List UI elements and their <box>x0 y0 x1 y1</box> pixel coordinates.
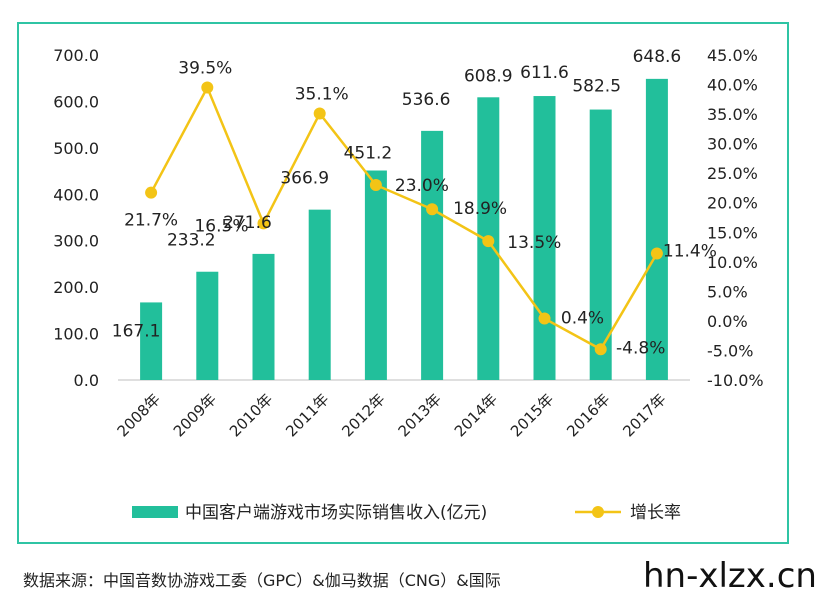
growth-point <box>482 235 495 248</box>
bar <box>140 302 163 380</box>
legend-label-bars: 中国客户端游戏市场实际销售收入(亿元) <box>185 503 487 523</box>
growth-value-label: 35.1% <box>295 85 349 105</box>
x-tick-label: 2014年 <box>451 390 501 440</box>
bar-value-label: 366.9 <box>280 169 329 189</box>
chart-frame <box>17 22 789 544</box>
y-left-tick-label: 600.0 <box>53 92 99 111</box>
x-tick-label: 2015年 <box>507 390 557 440</box>
bar <box>645 78 668 380</box>
y-left-tick-label: 400.0 <box>53 185 99 204</box>
watermark-backdrop <box>627 545 826 610</box>
y-right-tick-label: 45.0% <box>707 46 758 65</box>
x-tick-label: 2013年 <box>395 390 445 440</box>
legend-swatch-marker <box>592 506 604 518</box>
bar <box>308 209 331 380</box>
growth-value-label: 11.4% <box>663 242 717 262</box>
bar <box>252 253 275 380</box>
y-right-tick-label: 35.0% <box>707 105 758 124</box>
x-tick-label: 2011年 <box>282 390 332 440</box>
y-right-tick-label: 10.0% <box>707 253 758 272</box>
data-source-note: 数据来源：中国音数协游戏工委（GPC）&伽马数据（CNG）&国际 <box>23 571 501 590</box>
growth-line <box>149 84 658 351</box>
x-tick-label: 2010年 <box>226 390 276 440</box>
growth-value-label: 13.5% <box>507 233 561 253</box>
y-left-tick-label: 0.0 <box>74 371 99 390</box>
growth-value-label: -4.8% <box>616 338 665 358</box>
x-tick-label: 2012年 <box>338 390 388 440</box>
y-right-tick-label: 5.0% <box>707 282 748 301</box>
bar <box>421 130 444 380</box>
bar-value-label: 611.6 <box>520 63 569 83</box>
y-left-tick-label: 500.0 <box>53 139 99 158</box>
growth-value-label: 16.5% <box>194 216 248 236</box>
growth-point <box>313 107 326 120</box>
combo-chart: 0.0 100.0 200.0 300.0 400.0 500.0 600.0 700.0 -1… <box>53 46 764 523</box>
growth-value-label: 18.9% <box>453 199 507 219</box>
bar-value-label: 648.6 <box>633 47 682 67</box>
growth-value-label: 21.7% <box>124 211 178 231</box>
x-tick-label: 2017年 <box>619 390 669 440</box>
y-right-tick-label: 20.0% <box>707 194 758 213</box>
y-right-tick-label: 30.0% <box>707 135 758 154</box>
bar <box>364 170 387 380</box>
growth-value-label: 39.5% <box>178 59 232 79</box>
y-left-tick-label: 700.0 <box>53 46 99 65</box>
bar-value-label: 582.5 <box>572 77 621 97</box>
growth-point <box>650 247 663 260</box>
y-left-tick-label: 300.0 <box>53 232 99 251</box>
y-left-tick-label: 100.0 <box>53 325 99 344</box>
growth-value-label: 0.4% <box>561 309 604 329</box>
growth-point <box>538 312 551 325</box>
growth-point <box>257 217 270 230</box>
y-right-tick-label: 0.0% <box>707 312 748 331</box>
growth-point <box>594 343 607 356</box>
growth-point <box>201 81 214 94</box>
bar-value-label: 167.1 <box>112 321 161 341</box>
x-tick-label: 2009年 <box>170 390 220 440</box>
legend-label-line: 增长率 <box>630 503 681 523</box>
x-tick-label: 2016年 <box>563 390 613 440</box>
growth-point <box>426 203 439 216</box>
bar <box>196 271 219 380</box>
y-right-tick-label: -10.0% <box>707 371 764 390</box>
bar-value-label: 451.2 <box>344 144 393 164</box>
bar-value-label: 536.6 <box>402 90 451 110</box>
growth-point <box>369 179 382 191</box>
legend-swatch-bars <box>132 506 178 518</box>
x-tick-label: 2008年 <box>114 390 164 440</box>
bar-value-label: 608.9 <box>464 66 513 86</box>
watermark-text: hn-xlzx.cn <box>643 556 817 596</box>
bar-value-label: 233.2 <box>167 231 216 251</box>
y-left-tick-label: 200.0 <box>53 278 99 297</box>
bar-value-label: 271.6 <box>223 213 272 233</box>
y-right-tick-label: -5.0% <box>707 341 753 360</box>
y-right-tick-label: 15.0% <box>707 223 758 242</box>
y-right-tick-label: 25.0% <box>707 164 758 183</box>
bar <box>589 109 612 380</box>
growth-value-label: 23.0% <box>395 176 449 196</box>
growth-point <box>145 186 158 199</box>
y-right-tick-label: 40.0% <box>707 76 758 95</box>
